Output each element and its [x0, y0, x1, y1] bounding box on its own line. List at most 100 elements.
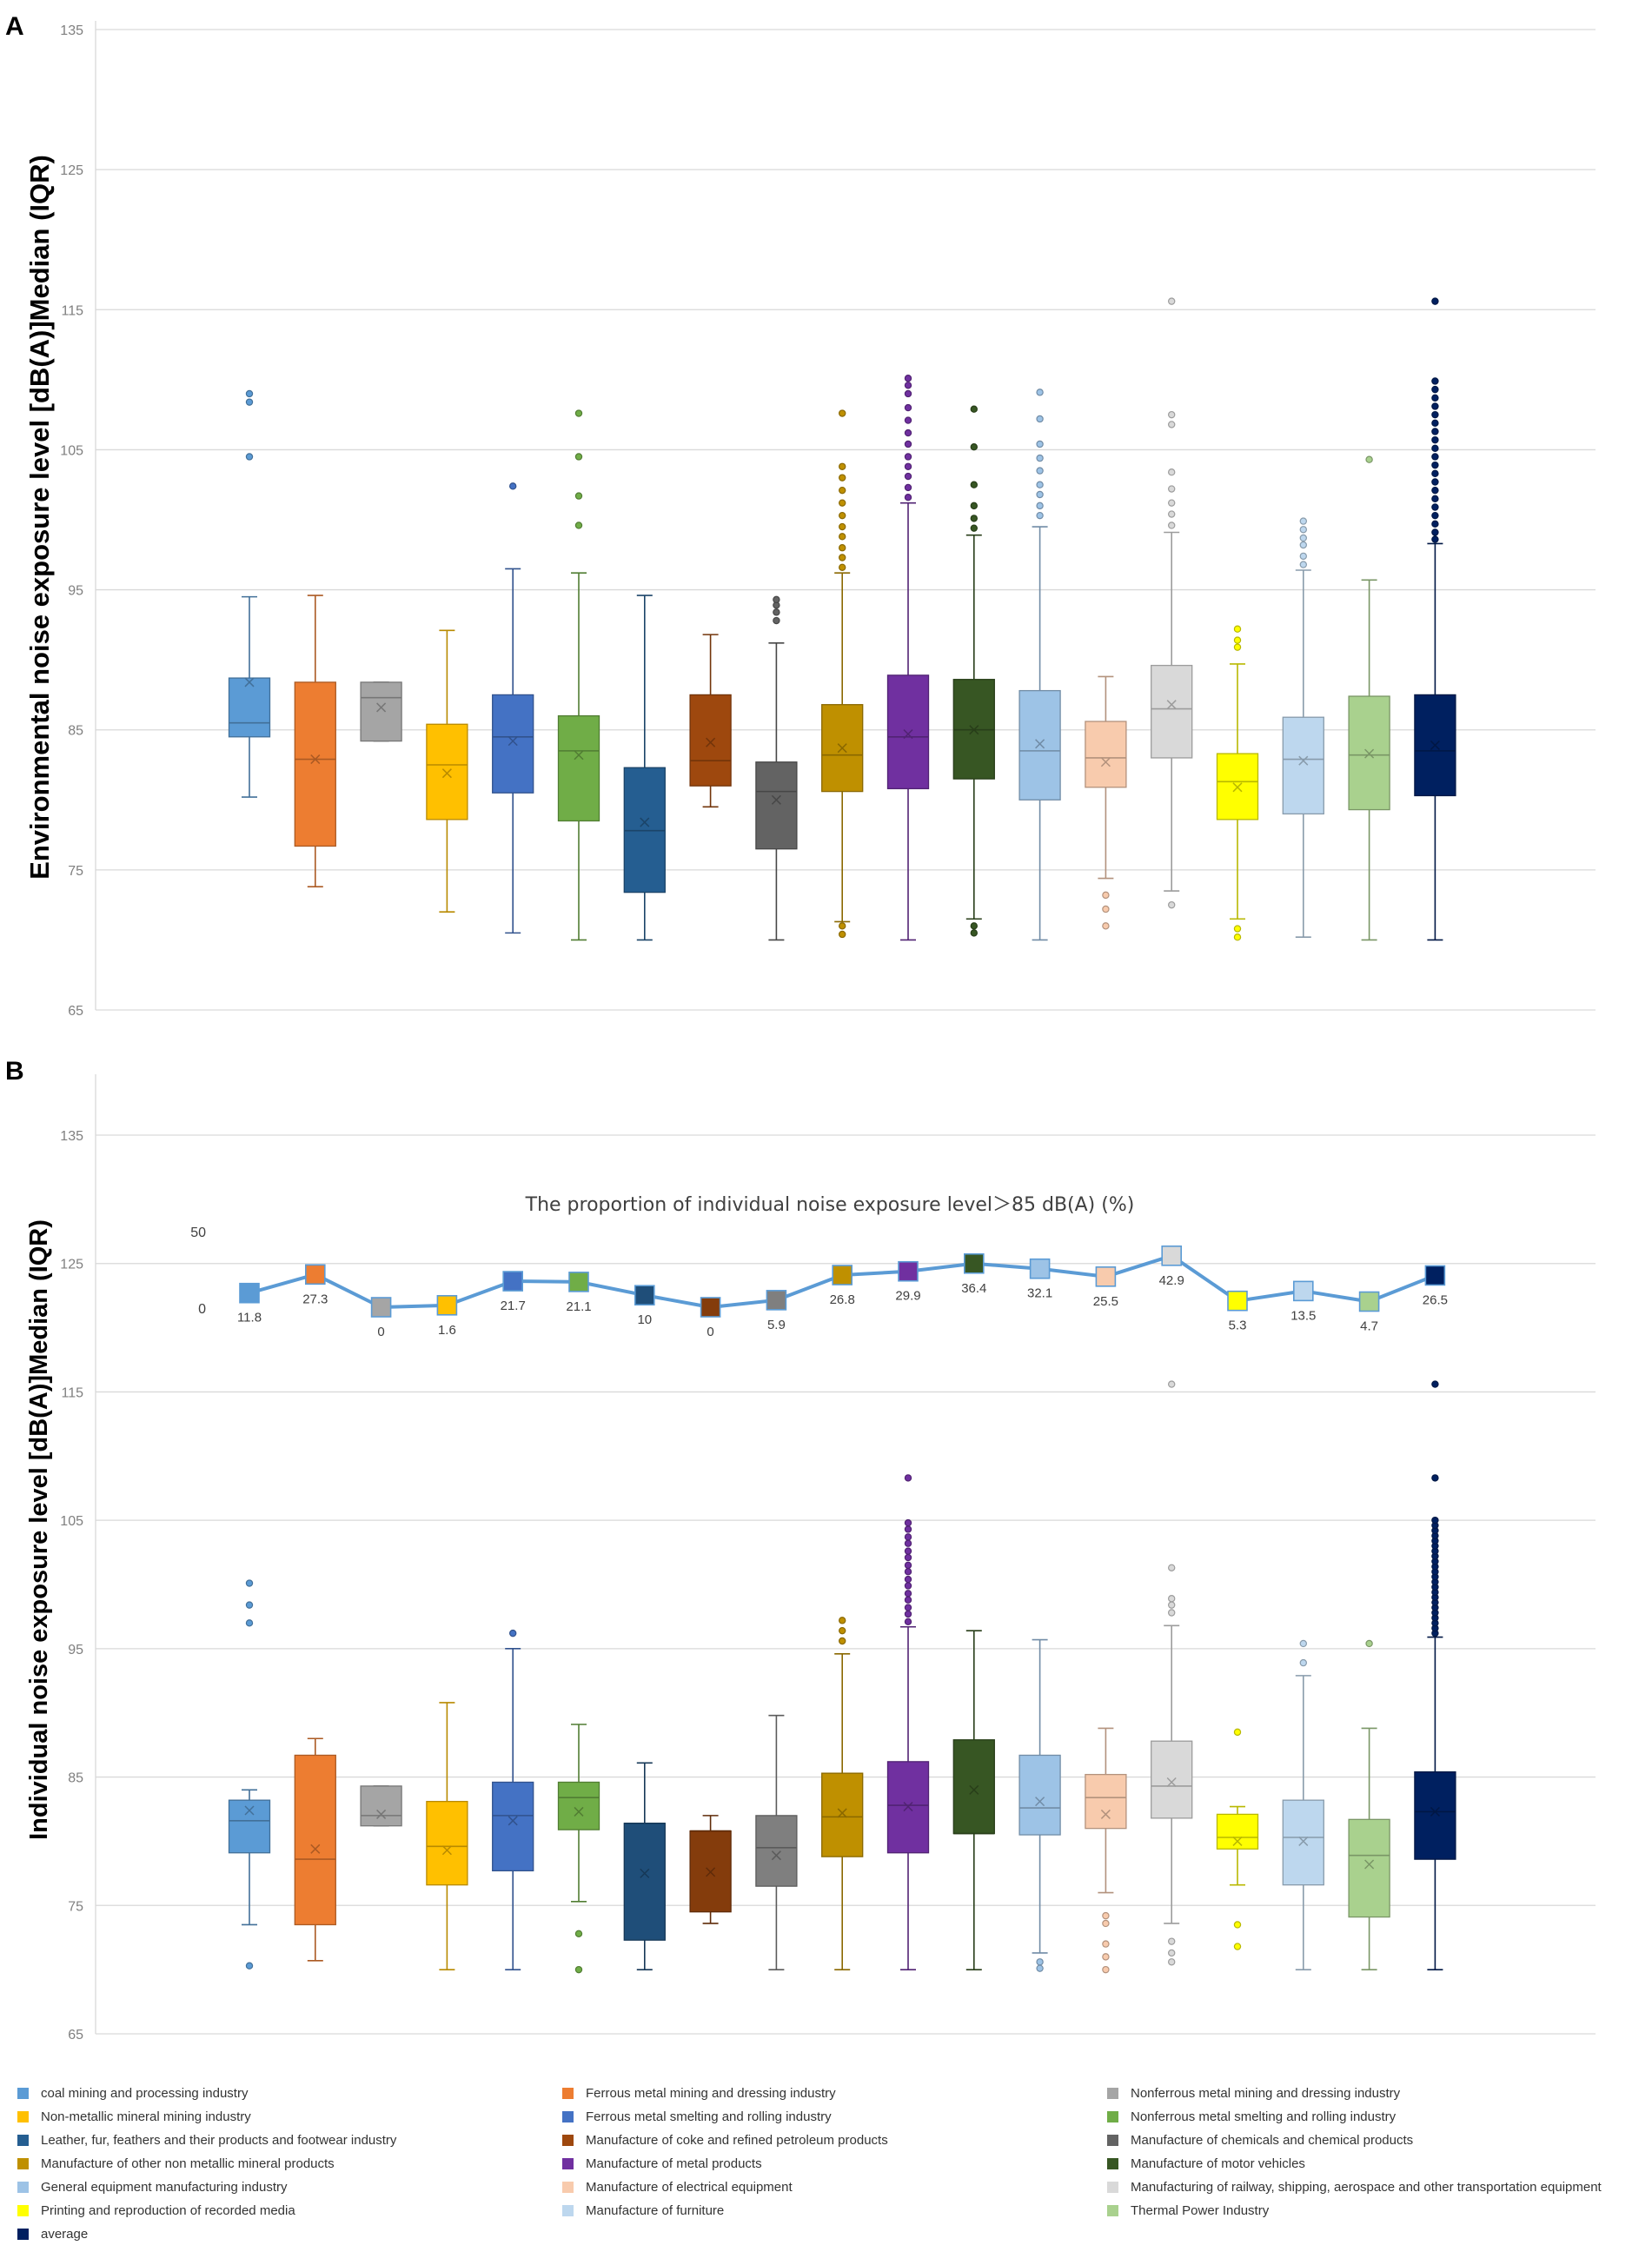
box [755, 761, 798, 850]
outlier-point [509, 1629, 517, 1638]
outlier-point [1431, 478, 1439, 486]
legend-label: Manufacturing of railway, shipping, aero… [1131, 2179, 1602, 2195]
outlier-point [839, 409, 846, 417]
legend-item: Nonferrous metal mining and dressing ind… [1107, 2083, 1400, 2103]
box [294, 1754, 336, 1926]
mean-marker [1430, 1806, 1440, 1817]
mean-marker [837, 1808, 847, 1818]
legend-label: Manufacture of motor vehicles [1131, 2156, 1305, 2171]
legend-label: Thermal Power Industry [1131, 2202, 1270, 2218]
y-tick-label: 75 [68, 864, 83, 879]
proportion-marker [964, 1252, 985, 1274]
mean-marker [574, 750, 584, 761]
legend-swatch [1107, 2181, 1118, 2193]
mean-marker [640, 1868, 650, 1878]
box [360, 1785, 402, 1827]
box [1282, 1799, 1324, 1886]
outlier-point [1233, 1921, 1242, 1929]
outlier-point [1233, 636, 1242, 644]
legend-item: Manufacture of electrical equipment [562, 2176, 793, 2197]
proportion-data-label: 4.7 [1360, 1319, 1378, 1334]
legend-item: Printing and reproduction of recorded me… [17, 2200, 295, 2221]
legend-label: Manufacture of other non metallic minera… [41, 2156, 335, 2171]
mean-marker [771, 1850, 781, 1861]
outlier-point [904, 462, 912, 470]
proportion-marker [898, 1260, 919, 1282]
legend-swatch [562, 2181, 574, 2193]
legend-label: Manufacture of metal products [586, 2156, 762, 2171]
proportion-data-label: 21.7 [501, 1299, 526, 1313]
mean-marker [903, 1802, 913, 1812]
outlier-point [904, 1596, 912, 1604]
outlier-point [1167, 1937, 1176, 1945]
legend-item: Thermal Power Industry [1107, 2200, 1269, 2221]
box [360, 681, 402, 742]
legend-swatch [562, 2134, 574, 2146]
mean-marker [244, 677, 255, 688]
outlier-point [904, 403, 912, 412]
outlier-point [1233, 1728, 1242, 1737]
outlier-point [1102, 1965, 1110, 1974]
legend-label: Ferrous metal smelting and rolling indus… [586, 2109, 832, 2124]
outlier-point [839, 522, 846, 531]
proportion-marker [1424, 1265, 1446, 1286]
outlier-point [773, 595, 780, 604]
legend-item: Nonferrous metal smelting and rolling in… [1107, 2106, 1396, 2127]
outlier-point [245, 1579, 254, 1587]
proportion-marker [502, 1271, 524, 1292]
proportion-marker [436, 1294, 458, 1316]
box [1216, 1813, 1259, 1850]
outlier-point [1431, 528, 1439, 536]
outlier-point [1102, 1911, 1110, 1920]
outlier-point [970, 443, 979, 451]
outlier-point [574, 1965, 583, 1974]
outlier-point [904, 1533, 912, 1541]
outlier-point [1036, 440, 1044, 448]
legend-swatch [1107, 2157, 1118, 2169]
proportion-data-label: 26.8 [830, 1292, 855, 1307]
mean-marker [310, 1843, 321, 1854]
outlier-point [1299, 541, 1308, 549]
outlier-point [970, 524, 979, 532]
outlier-point [1167, 297, 1176, 305]
outlier-point [904, 382, 912, 389]
outlier-point [904, 1575, 912, 1584]
outlier-point [1102, 1919, 1110, 1928]
y-tick-label: 65 [68, 2028, 83, 2043]
outlier-point [970, 502, 979, 510]
legend-item: Non-metallic mineral mining industry [17, 2106, 251, 2127]
outlier-point [1431, 1474, 1439, 1482]
proportion-data-label: 36.4 [961, 1281, 986, 1296]
outlier-point [904, 428, 912, 437]
legend-label: Nonferrous metal smelting and rolling in… [1131, 2109, 1397, 2124]
proportion-y-tick-label: 0 [198, 1302, 206, 1317]
outlier-point [574, 1930, 583, 1937]
box [886, 1761, 930, 1854]
mean-marker [376, 1809, 387, 1819]
outlier-point [1431, 511, 1439, 520]
outlier-point [904, 1525, 912, 1533]
mean-marker [1298, 1836, 1309, 1846]
y-tick-label: 135 [60, 23, 83, 38]
legend-swatch [17, 2134, 29, 2146]
outlier-point [904, 1618, 912, 1626]
box [623, 767, 666, 893]
outlier-point [1431, 428, 1439, 435]
proportion-data-label: 5.3 [1229, 1319, 1247, 1333]
y-tick-label: 95 [68, 1643, 83, 1657]
outlier-point [1036, 502, 1044, 510]
outlier-point [839, 544, 846, 552]
box [1348, 695, 1390, 811]
outlier-point [1036, 415, 1044, 423]
mean-marker [1364, 1859, 1375, 1870]
outlier-point [970, 481, 979, 488]
legend-item: General equipment manufacturing industry [17, 2176, 288, 2197]
mean-marker [1232, 1836, 1243, 1846]
outlier-point [839, 563, 846, 571]
outlier-point [1431, 377, 1439, 385]
mean-marker [310, 754, 321, 765]
box [952, 1739, 995, 1835]
outlier-point [839, 511, 846, 520]
legend-label: Printing and reproduction of recorded me… [41, 2202, 295, 2218]
proportion-y-tick-label: 50 [190, 1226, 206, 1240]
